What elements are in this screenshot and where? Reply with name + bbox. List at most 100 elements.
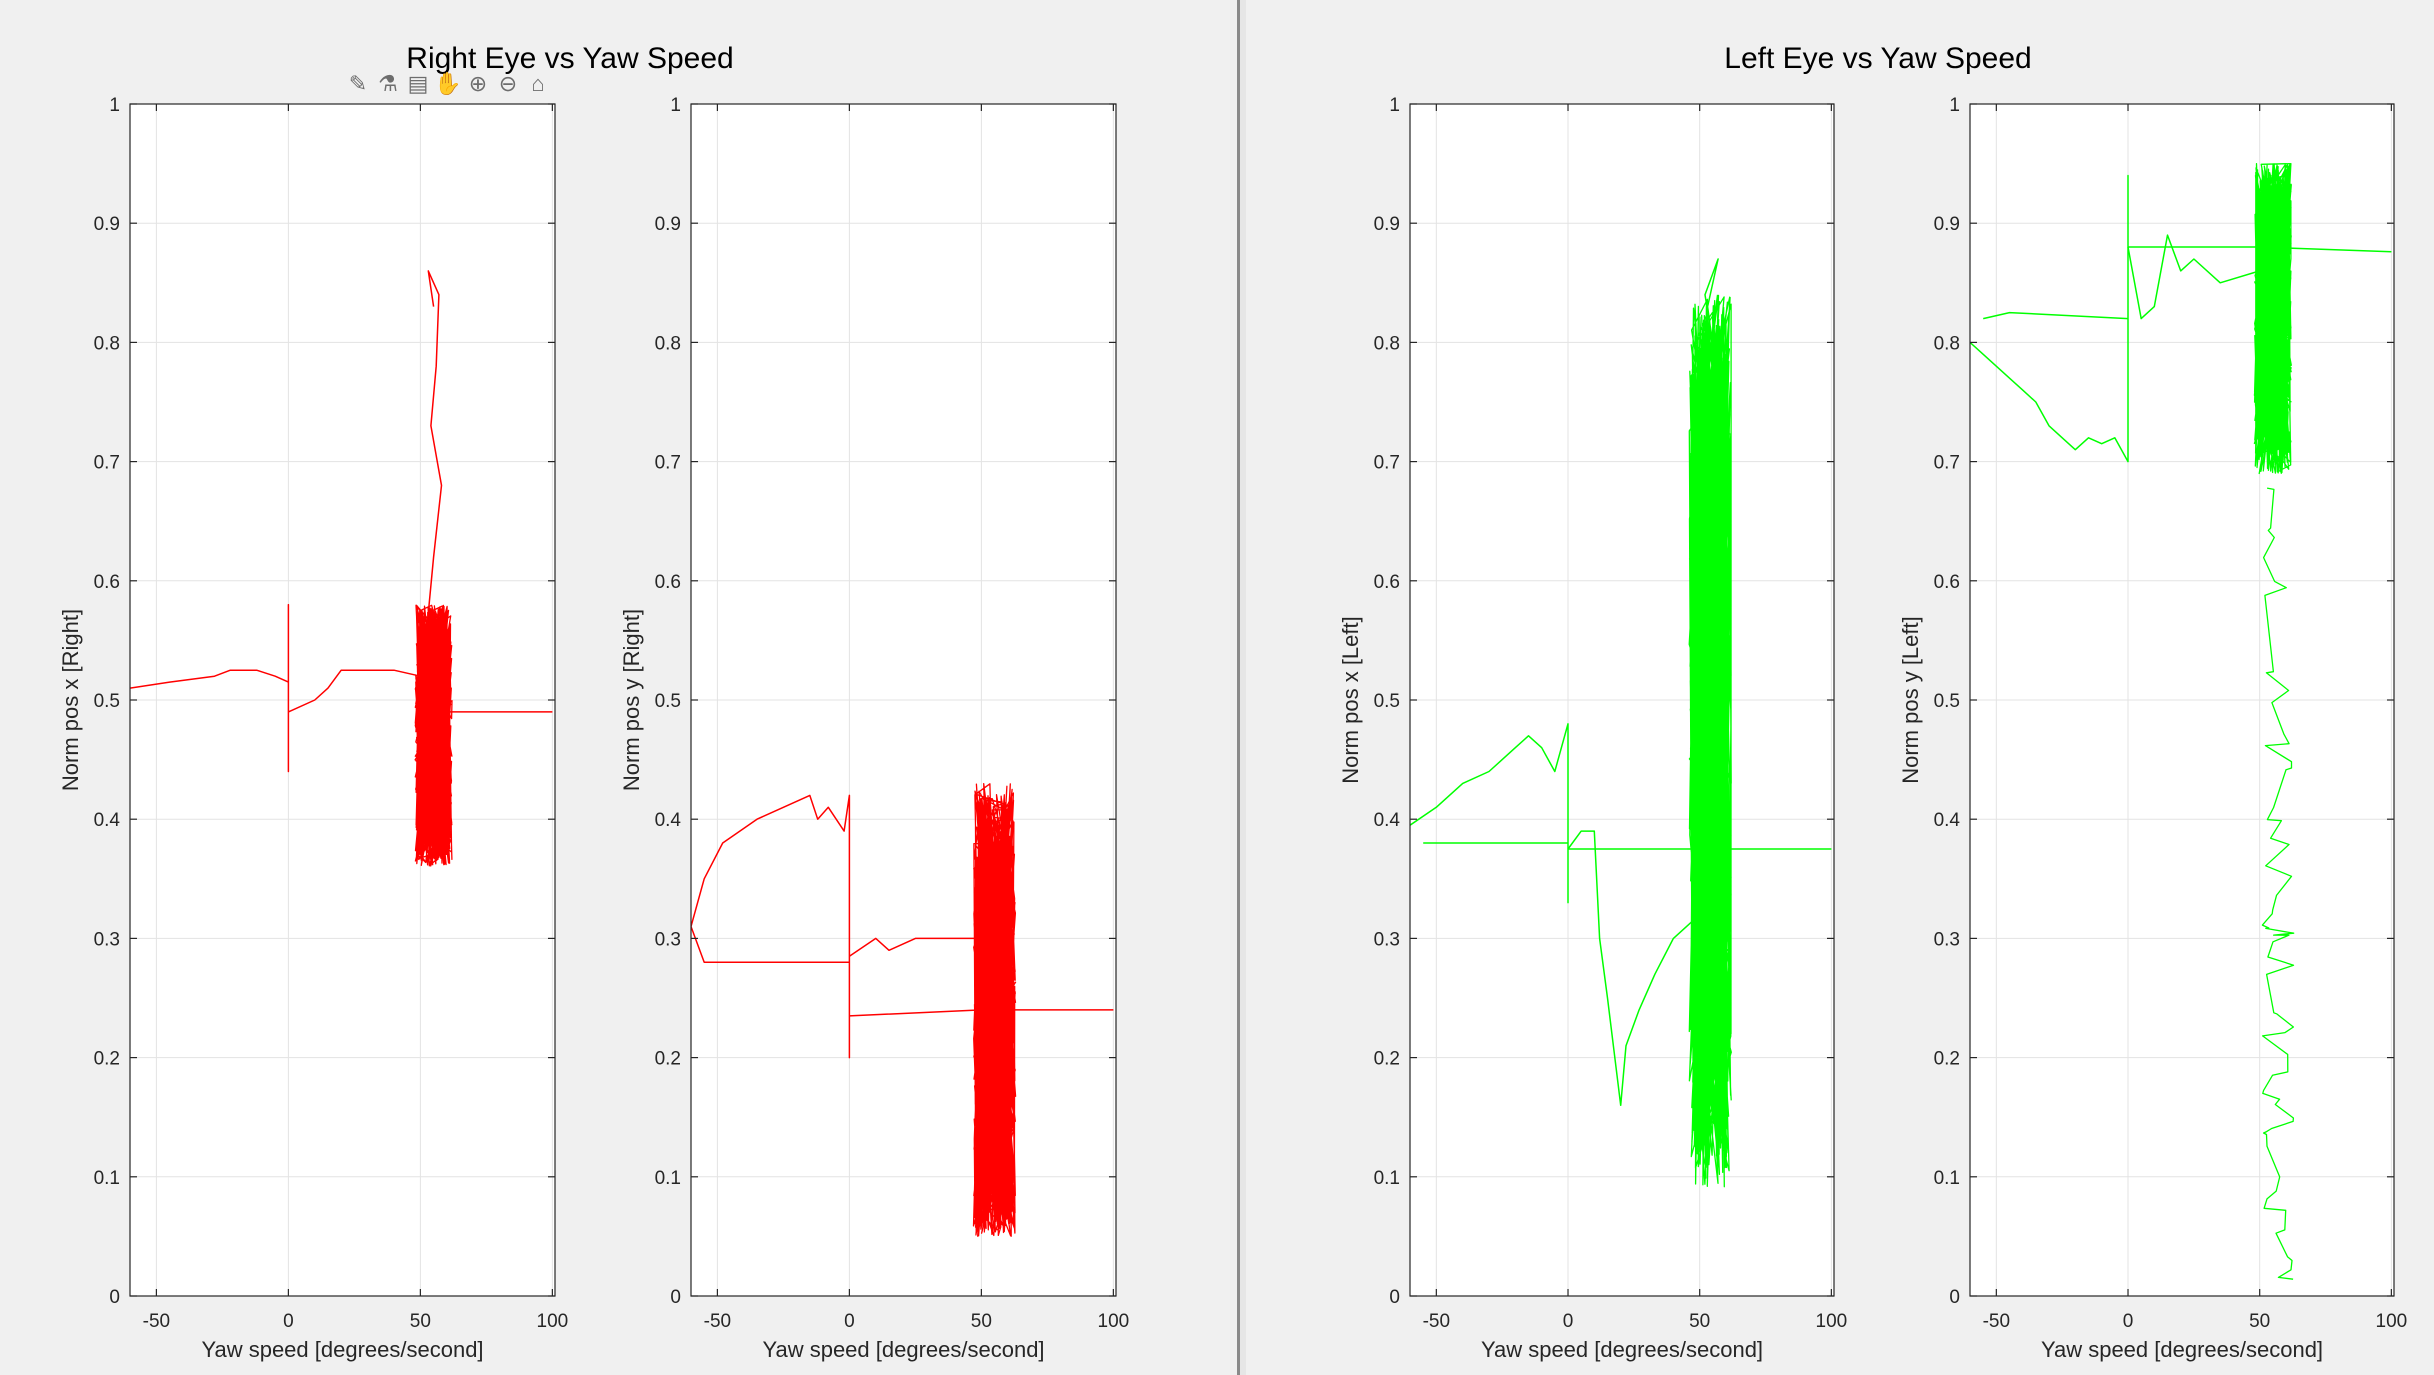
y-axis-label: Norm pos y [Right]: [619, 609, 644, 791]
axes-toolbar: ✎ ⚗ ▤ ✋ ⊕ ⊖ ⌂: [344, 70, 552, 98]
y-tick-label: 0.5: [655, 691, 681, 712]
zoom-out-icon[interactable]: ⊖: [498, 71, 518, 96]
home-icon[interactable]: ⌂: [531, 71, 545, 96]
y-tick-label: 0.3: [1374, 929, 1400, 950]
y-tick-label: 0: [1389, 1287, 1400, 1308]
y-tick-label: 0.4: [1374, 810, 1401, 831]
window-divider[interactable]: [1237, 0, 1246, 1375]
y-axis-label: Norm pos x [Right]: [58, 609, 83, 791]
x-tick-label: 100: [1098, 1311, 1130, 1332]
y-tick-label: 0.3: [1934, 929, 1960, 950]
x-axis-label: Yaw speed [degrees/second]: [1481, 1337, 1763, 1362]
y-axis-label: Norm pos y [Left]: [1898, 616, 1923, 784]
figure-left-eye: Left Eye vs Yaw Speed -50 0 50 100 0 0.1 0.2 0.…: [1246, 0, 2434, 1375]
x-tick-label: 100: [1816, 1311, 1848, 1332]
y-tick-label: 0.1: [94, 1168, 120, 1189]
y-tick-label: 0.5: [94, 691, 120, 712]
y-tick-label: 0.8: [1374, 333, 1400, 354]
x-tick-label: -50: [1983, 1311, 2010, 1332]
plot-area: [1410, 258, 1832, 1188]
x-tick-label: 50: [2249, 1311, 2270, 1332]
x-tick-label: -50: [1423, 1311, 1450, 1332]
series-line-1: [2127, 234, 2260, 320]
series-cluster: [414, 604, 453, 867]
y-tick-label: 0.2: [1934, 1049, 1960, 1070]
y-tick-label: 0: [109, 1287, 120, 1308]
series-line-3: [1698, 258, 1719, 403]
plot-area: [691, 782, 1114, 1237]
x-tick-label: -50: [704, 1311, 731, 1332]
y-tick-label: 0.2: [1374, 1049, 1400, 1070]
series-line-2: [849, 1009, 1114, 1017]
y-tick-label: 0.6: [1934, 572, 1960, 593]
y-tick-label: 1: [109, 95, 120, 116]
y-tick-label: 0.8: [94, 333, 120, 354]
y-tick-label: 0.9: [655, 214, 681, 235]
data-cursor-icon[interactable]: ⚗: [378, 71, 398, 96]
y-tick-label: 1: [1389, 95, 1400, 116]
plot-area: [1970, 162, 2392, 1280]
y-tick-label: 0.2: [94, 1049, 120, 1070]
subplot-left-y[interactable]: -50 0 50 10000.10.20.30.40.50.60.70.80.91Ya…: [1246, 0, 2434, 1375]
y-tick-label: 0.1: [1374, 1168, 1400, 1189]
x-tick-label: 100: [2376, 1311, 2408, 1332]
x-tick-label: 0: [1563, 1311, 1574, 1332]
series-cluster: [2261, 487, 2295, 1280]
y-tick-label: 0: [670, 1287, 681, 1308]
series-line-2: [2128, 246, 2392, 253]
y-tick-label: 0.8: [655, 333, 681, 354]
figure-title: Left Eye vs Yaw Speed: [1724, 42, 2032, 75]
x-axis-label: Yaw speed [degrees/second]: [2041, 1337, 2323, 1362]
x-axis-label: Yaw speed [degrees/second]: [201, 1337, 483, 1362]
y-tick-label: 0.4: [655, 810, 682, 831]
series-cluster: [972, 782, 1017, 1237]
y-tick-label: 0.7: [1934, 453, 1960, 474]
pan-icon[interactable]: ✋: [434, 71, 462, 96]
plot-area: [130, 270, 553, 867]
series-line-0: [1410, 723, 1569, 904]
x-tick-label: 0: [844, 1311, 855, 1332]
x-tick-label: 0: [2123, 1311, 2134, 1332]
y-tick-label: 0.9: [1374, 214, 1400, 235]
y-tick-label: 0.7: [1374, 453, 1400, 474]
x-tick-label: -50: [143, 1311, 170, 1332]
series-line-1: [848, 937, 982, 957]
series-line-2: [424, 270, 443, 641]
y-tick-label: 0.6: [655, 572, 681, 593]
y-tick-label: 0.3: [655, 929, 681, 950]
series-line-1: [1567, 830, 1701, 1107]
y-tick-label: 0.7: [655, 453, 681, 474]
y-tick-label: 1: [670, 95, 681, 116]
y-tick-label: 0.1: [655, 1168, 681, 1189]
subplot-left-x[interactable]: -50 0 50 10000.10.20.30.40.50.60.70.80.91Ya…: [1246, 0, 2434, 1375]
y-tick-label: 0.4: [1934, 810, 1961, 831]
figure-title: Right Eye vs Yaw Speed: [406, 42, 734, 75]
y-tick-label: 0.8: [1934, 333, 1960, 354]
y-tick-label: 0.9: [94, 214, 120, 235]
y-tick-label: 0.3: [94, 929, 120, 950]
x-tick-label: 0: [283, 1311, 294, 1332]
series-cluster: [2253, 162, 2292, 475]
y-tick-label: 0: [1949, 1287, 1960, 1308]
figure-right-eye: Right Eye vs Yaw Speed -50 0 50 100 0 0.1 0.2 0…: [0, 0, 1237, 1375]
subplot-right-y[interactable]: -50 0 50 10000.10.20.30.40.50.60.70.80.91Ya…: [0, 0, 1237, 1375]
zoom-in-icon[interactable]: ⊕: [468, 71, 488, 96]
y-tick-label: 0.2: [655, 1049, 681, 1070]
y-tick-label: 0.5: [1934, 691, 1960, 712]
x-tick-label: 100: [537, 1311, 569, 1332]
y-tick-label: 0.7: [94, 453, 120, 474]
y-tick-label: 0.5: [1374, 691, 1400, 712]
x-tick-label: 50: [1689, 1311, 1710, 1332]
y-tick-label: 1: [1949, 95, 1960, 116]
series-line-0: [130, 603, 427, 773]
y-tick-label: 0.4: [94, 810, 121, 831]
x-axis-label: Yaw speed [degrees/second]: [762, 1337, 1044, 1362]
y-tick-label: 0.6: [1374, 572, 1400, 593]
y-tick-label: 0.9: [1934, 214, 1960, 235]
y-tick-label: 0.1: [1934, 1168, 1960, 1189]
series-cluster: [1688, 294, 1732, 1188]
y-axis-label: Norm pos x [Left]: [1338, 616, 1363, 784]
subplot-right-x[interactable]: -50 0 50 10000.10.20.30.40.50.60.70.80.91Ya…: [0, 0, 1237, 1375]
datatip-icon[interactable]: ▤: [407, 71, 429, 96]
brush-icon[interactable]: ✎: [348, 71, 368, 96]
